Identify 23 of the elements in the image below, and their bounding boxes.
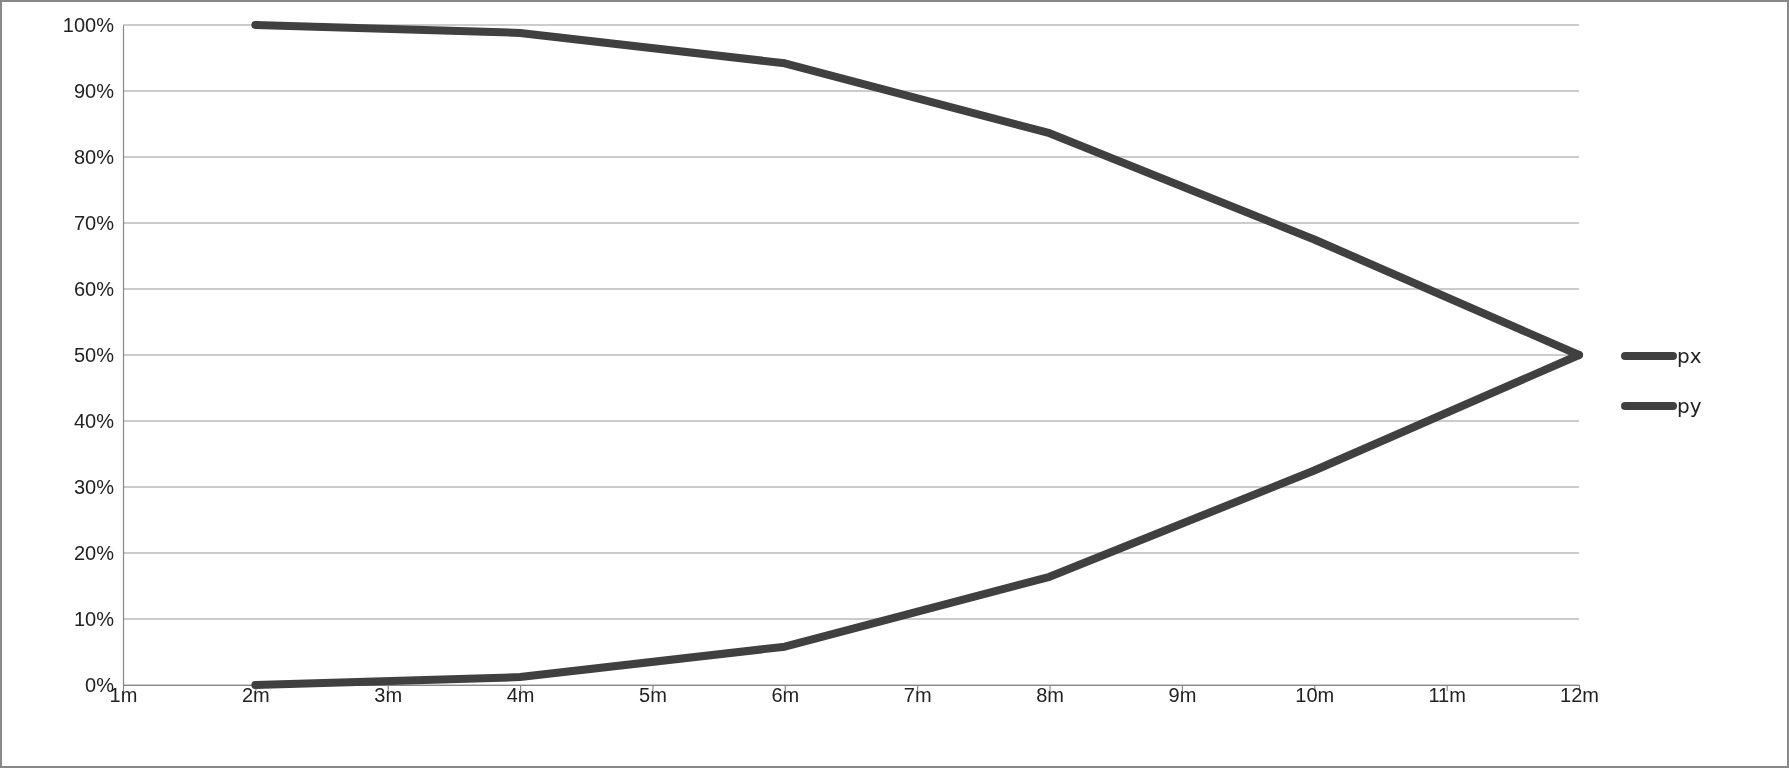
x-tick-label: 5m <box>639 684 667 706</box>
y-tick-label: 40% <box>73 409 115 432</box>
legend-label: px <box>1677 344 1702 368</box>
y-tick-label: 20% <box>73 541 115 564</box>
y-tick-label: 90% <box>73 79 115 102</box>
x-tick-label: 2m <box>241 684 270 706</box>
y-tick-label: 50% <box>73 343 115 366</box>
x-tick-label: 4m <box>506 684 535 706</box>
legend-label: py <box>1677 394 1702 418</box>
x-tick-label: 12m <box>1560 684 1599 706</box>
y-tick-label: 70% <box>73 211 115 234</box>
x-tick-label: 7m <box>903 684 932 706</box>
x-tick-label: 3m <box>374 684 403 706</box>
y-tick-label: 80% <box>73 145 115 168</box>
y-tick-label: 60% <box>73 277 115 300</box>
x-tick-label: 8m <box>1036 684 1064 706</box>
y-tick-label: 30% <box>73 475 115 498</box>
x-tick-label: 6m <box>771 684 800 706</box>
y-tick-label: 10% <box>73 607 115 630</box>
y-tick-label: 100% <box>62 13 115 36</box>
x-tick-label: 9m <box>1168 684 1197 706</box>
x-tick-label: 11m <box>1428 684 1466 706</box>
x-tick-label: 10m <box>1295 684 1335 706</box>
